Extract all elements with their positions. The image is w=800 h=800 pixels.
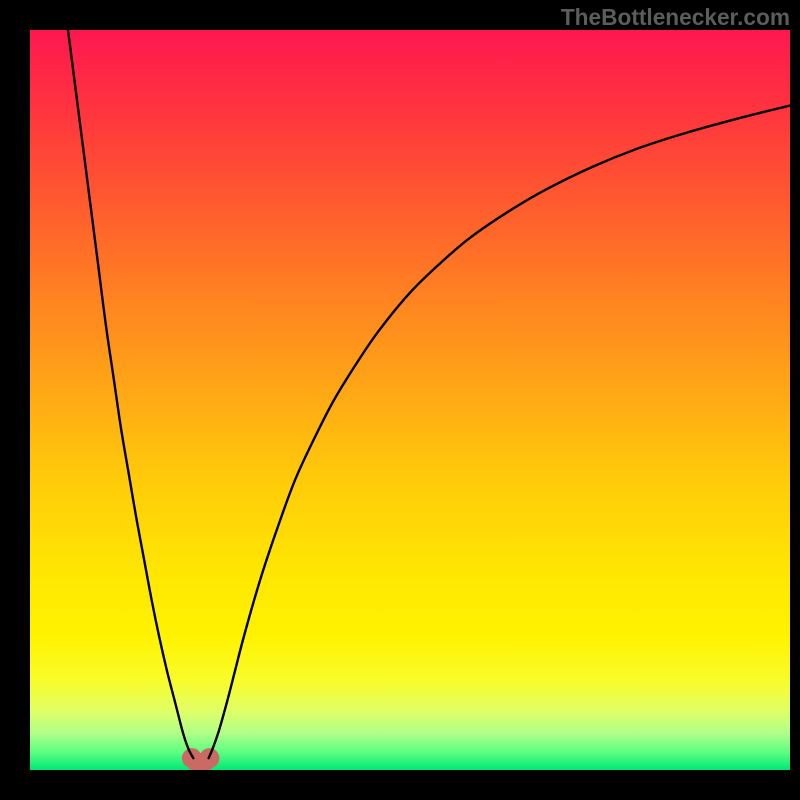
gradient-background — [30, 30, 790, 770]
chart-svg — [30, 30, 790, 770]
watermark-label: TheBottlenecker.com — [561, 4, 790, 31]
bottleneck-chart — [30, 30, 790, 770]
